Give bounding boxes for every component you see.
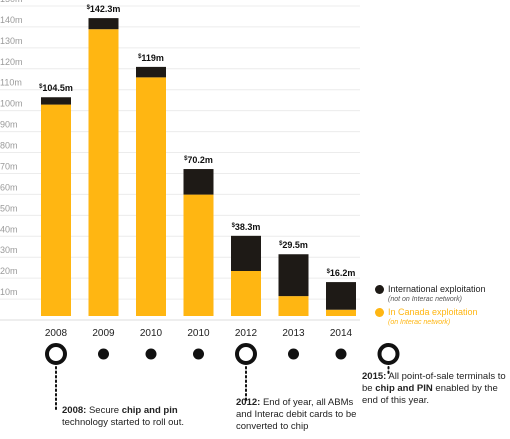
x-axis: 2008 2009 2010 2010 2012 2013 2014 [45,328,353,339]
total-value: 29.5m [282,240,308,250]
legend-item-international: International exploitation (not on Inter… [388,284,486,305]
bar-international [326,282,356,310]
bar-international [183,169,214,195]
total-label: $142.3m [87,4,121,14]
y-tick-label: 40m [0,224,18,234]
bar-in-canada [136,77,166,316]
note-2015-year: 2015: [362,371,387,382]
legend-swatch-international [375,285,384,294]
bar-international [41,97,71,105]
bar-in-canada [183,194,214,316]
bar-in-canada [326,309,356,316]
total-value: 70.2m [187,155,213,165]
timeline-year-dot [145,348,157,360]
x-tick-label: 2009 [92,328,115,339]
y-tick-label: 90m [0,120,18,130]
currency-symbol: $ [39,84,43,90]
bar-in-canada [41,104,71,316]
note-2008-bold: chip and pin [121,405,178,416]
total-value: 119m [141,53,164,63]
x-tick-label: 2012 [235,328,258,339]
bar-international [278,254,309,297]
currency-symbol: $ [184,156,188,162]
x-tick-label: 2010 [140,328,163,339]
bar-international [88,18,119,30]
note-2015-text-a: All point-of-sale terminals to be [362,371,506,394]
legend-sub-international: (not on Interac network) [388,296,462,303]
timeline-year-dot [288,348,299,360]
note-2012-text: End of year, all ABMs and Interac debit … [236,397,357,432]
y-tick-label: 120m [0,57,23,67]
total-label: $16.2m [327,268,356,278]
bar-in-canada [278,296,309,316]
x-tick-label: 2013 [282,328,305,339]
legend-item-canada: In Canada exploitation (on Interac netwo… [388,307,478,328]
total-labels: $104.5m$142.3m$119m$70.2m$38.3m$29.5m$16… [39,4,355,278]
y-tick-label: 130m [0,36,23,46]
x-tick-label: 2014 [330,328,353,339]
currency-symbol: $ [232,223,236,229]
legend-label-international: International exploitation [388,284,486,294]
timeline [45,343,400,413]
currency-symbol: $ [279,241,283,247]
currency-symbol: $ [138,54,142,60]
note-2008-text-a: Secure [86,405,122,416]
timeline-milestone-marker [45,343,67,365]
note-2015-bold: chip and PIN [375,383,433,394]
bars [41,18,356,317]
note-2008: 2008: Secure chip and pin technology sta… [62,405,222,429]
y-tick-label: 50m [0,203,18,213]
y-tick-label: 80m [0,141,18,151]
total-label: $119m [138,53,164,63]
x-tick-label: 2008 [45,328,68,339]
y-tick-label: 70m [0,161,18,171]
y-axis: 150m 140m 130m 120m 110m 100m 90m 80m 70m 60m 50m 4… [0,0,23,297]
note-2015-text-b: enabled by the end of this year. [362,383,498,406]
y-tick-label: 60m [0,182,18,192]
total-value: 16.2m [330,268,356,278]
timeline-year-dot [193,348,204,360]
total-label: $70.2m [184,155,213,165]
x-tick-label: 2010 [187,328,210,339]
bar-international [136,66,166,78]
y-tick-label: 30m [0,245,18,255]
timeline-milestone-marker [377,343,400,365]
note-2012-year: 2012: [236,397,261,408]
note-2008-year: 2008: [62,405,87,416]
note-2008-text-b: technology started to roll out. [62,417,184,428]
bar-in-canada [231,270,261,316]
total-label: $29.5m [279,240,308,250]
y-tick-label: 140m [0,15,23,25]
y-tick-label: 10m [0,287,18,297]
legend-swatch-canada [375,308,384,317]
timeline-milestone-marker [235,343,257,365]
legend-label-canada: In Canada exploitation [388,307,478,317]
y-tick-label: 150m [0,0,23,4]
currency-symbol: $ [87,5,91,11]
note-2012: 2012: End of year, all ABMs and Interac … [236,397,364,433]
bar-in-canada [88,29,119,317]
total-value: 38.3m [235,222,261,232]
currency-symbol: $ [327,269,331,275]
y-tick-label: 20m [0,266,18,276]
bar-international [231,235,261,271]
total-value: 104.5m [42,83,73,93]
legend-sub-canada: (on Interac network) [388,319,451,326]
y-tick-label: 110m [0,78,22,88]
y-tick-label: 100m [0,99,23,109]
timeline-year-dot [335,348,347,360]
total-label: $38.3m [232,222,261,232]
total-label: $104.5m [39,83,73,93]
total-value: 142.3m [90,4,121,14]
note-2015: 2015: All point-of-sale terminals to be … [362,371,508,407]
timeline-year-dot [98,348,109,360]
